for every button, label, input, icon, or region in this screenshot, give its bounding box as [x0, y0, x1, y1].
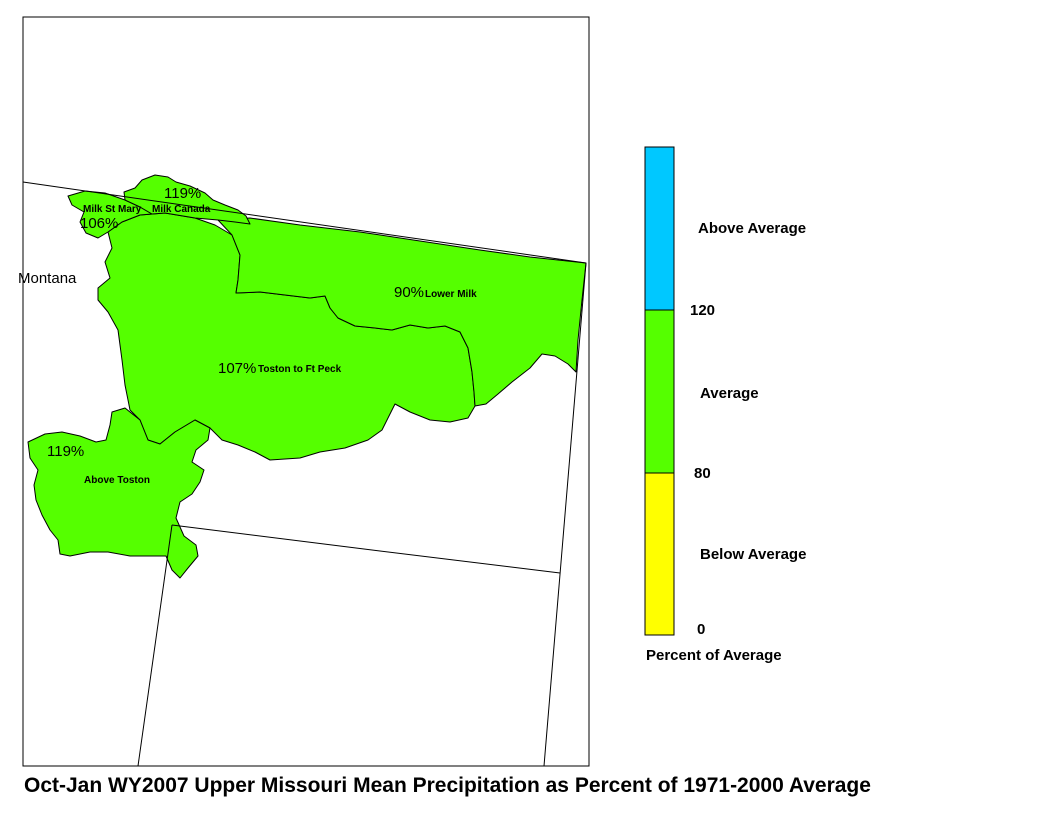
legend-label-below: Below Average	[700, 546, 807, 563]
legend-swatch-above	[644, 146, 675, 311]
basin-percent: 119%	[47, 443, 84, 460]
basin-name: Lower Milk	[425, 289, 477, 300]
basin-name: Above Toston	[84, 475, 150, 486]
legend-swatch-below	[644, 472, 675, 636]
canada-border-line	[22, 181, 587, 264]
basin-milk-st-mary[interactable]	[67, 190, 153, 239]
legend-break-120: 120	[690, 302, 716, 319]
legend-swatch-average	[644, 309, 675, 474]
legend-label-above: Above Average	[698, 220, 807, 237]
basin-above-toston[interactable]	[27, 407, 211, 579]
basin-lower-milk[interactable]	[217, 217, 587, 407]
legend-color-bar	[644, 146, 675, 636]
basin-name: Milk Canada	[152, 204, 211, 215]
basin-name: Milk St Mary	[83, 204, 142, 215]
basin-milk-canada[interactable]	[123, 174, 251, 225]
legend-break-80: 80	[694, 465, 711, 482]
basin-name: Toston to Ft Peck	[258, 364, 342, 375]
montana-south-border	[171, 524, 561, 574]
basin-percent: 107%	[218, 360, 256, 377]
legend-break-0: 0	[697, 621, 706, 638]
map-title: Oct-Jan WY2007 Upper Missouri Mean Preci…	[24, 774, 871, 797]
basin-percent: 106%	[80, 215, 118, 232]
montana-east-border	[543, 262, 587, 767]
basin-percent: 119%	[164, 185, 201, 202]
state-label: Montana	[18, 270, 77, 287]
idaho-wyoming-border	[137, 524, 173, 767]
legend-title: Percent of Average	[646, 647, 782, 664]
basin-percent: 90%	[394, 284, 424, 301]
legend-label-average: Average	[700, 385, 759, 402]
